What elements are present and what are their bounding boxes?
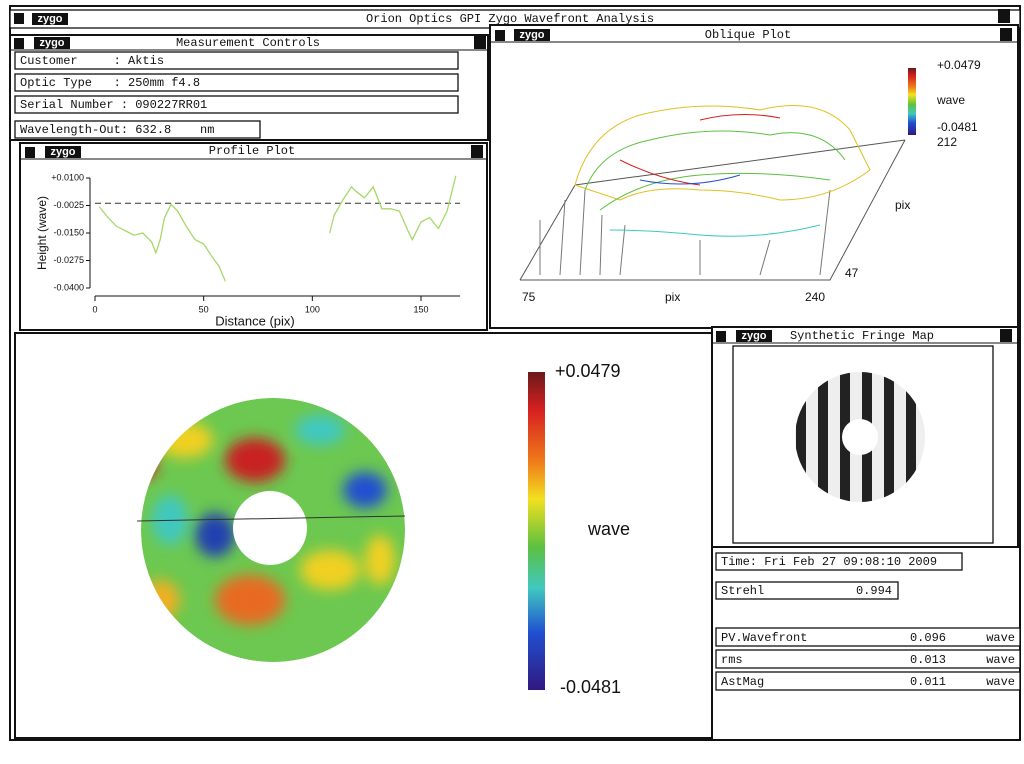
logo: zygo [39,37,64,49]
result-label: AstMag [721,675,764,689]
scale-unit: wave [936,93,965,107]
panel-title: Synthetic Fringe Map [790,329,934,343]
y-tick-label: -0.0275 [53,255,84,265]
menu-icon[interactable] [1000,329,1012,342]
strehl-value: 0.994 [856,584,892,598]
close-icon[interactable] [14,38,24,49]
field-box [14,120,261,139]
logo: zygo [50,146,75,158]
logo-badge [45,146,81,158]
field: Serial Number : 090227RR01 [20,98,207,112]
axis-label: 240 [805,290,825,304]
result-unit: wave [986,675,1015,689]
y-tick-label: +0.0100 [51,172,84,182]
color-scale [908,68,916,135]
menu-icon[interactable] [998,9,1010,23]
field: Wavelength-Out: 632.8 nm [20,123,214,137]
result-label: rms [721,653,743,667]
logo-badge [34,37,70,49]
scale-max: +0.0479 [937,58,981,72]
field-box [14,51,459,70]
panel-title: Measurement Controls [176,36,320,50]
close-icon[interactable] [716,331,726,342]
surface-map [141,398,405,662]
y-tick-label: -0.0150 [53,227,84,237]
close-icon[interactable] [14,13,24,24]
window-title: Orion Optics GPI Zygo Wavefront Analysis [366,12,654,26]
axis-label: 47 [845,266,859,280]
close-icon[interactable] [495,30,505,41]
result-value: 0.013 [910,653,946,667]
axis-label: 75 [522,290,536,304]
axis-label: pix [665,290,680,304]
y-axis-label: Height (wave) [35,196,49,270]
scale-min: -0.0481 [560,677,621,697]
x-tick-label: 150 [413,304,428,314]
x-axis-label: Distance (pix) [215,313,294,328]
field: Optic Type : 250mm f4.8 [20,76,200,90]
axis-label: 212 [937,135,957,149]
axis-label: pix [895,198,910,212]
x-tick-label: 100 [305,304,320,314]
menu-icon[interactable] [1000,28,1012,41]
logo: zygo [37,13,62,25]
time-box [715,552,963,571]
result-value: 0.096 [910,631,946,645]
field-box [14,95,459,114]
field: Customer : Aktis [20,54,164,68]
panel-title: Oblique Plot [705,28,791,42]
menu-icon[interactable] [474,36,486,49]
strehl-box [715,581,899,600]
results-table: PV.Wavefront 0.096 wave rms 0.013 wave AstMag 0… [715,627,1021,691]
profile-line [98,175,457,282]
strehl-label: Strehl [721,584,764,598]
result-unit: wave [986,653,1015,667]
y-tick-label: -0.0025 [53,200,84,210]
result-label: PV.Wavefront [721,631,807,645]
logo-badge [736,330,772,342]
field-box [14,73,459,92]
x-tick-label: 0 [92,304,97,314]
result-unit: wave [986,631,1015,645]
timestamp: Time: Fri Feb 27 09:08:10 2009 [721,555,937,569]
logo: zygo [741,330,766,342]
profile-chart: +0.0100 -0.0025 -0.0150 -0.0275 -0.0400 0 50 10… [35,172,461,328]
scale-unit: wave [587,519,630,539]
fringe-hole [842,419,878,455]
oblique-surface [519,105,906,281]
result-value: 0.011 [910,675,946,689]
logo-badge [514,29,550,41]
logo-badge [32,13,68,25]
result-row [715,671,1021,691]
menu-icon[interactable] [471,145,483,158]
logo: zygo [519,29,544,41]
panel-title: Profile Plot [209,144,295,158]
color-scale [528,372,545,690]
result-row [715,649,1021,669]
result-row [715,627,1021,647]
close-icon[interactable] [25,147,35,158]
x-tick-label: 50 [199,304,209,314]
scale-max: +0.0479 [555,361,621,381]
profile-panel [19,142,488,331]
y-tick-label: -0.0400 [53,282,84,292]
scale-min: -0.0481 [937,120,978,134]
profile-cut [136,515,406,522]
